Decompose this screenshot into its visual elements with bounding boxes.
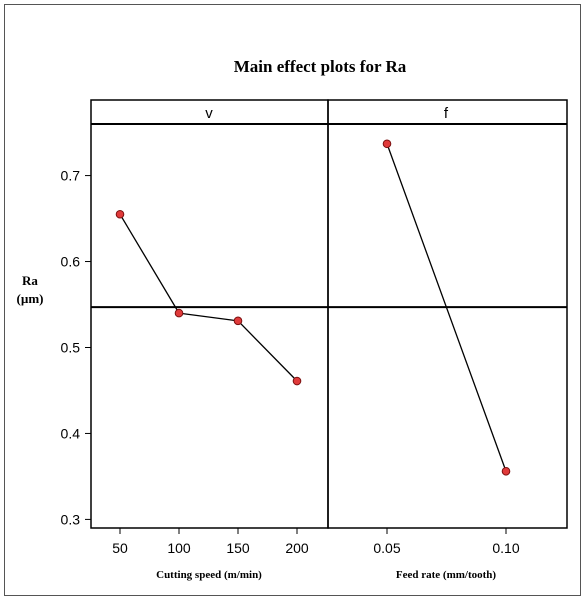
panel-v-x-axis-label: Cutting speed (m/min) <box>156 569 262 581</box>
panel-v-header: v <box>205 105 213 122</box>
series-line-segment <box>237 320 298 382</box>
series-line-segment <box>178 312 239 322</box>
data-point <box>292 376 302 386</box>
panel-v-frame <box>90 99 329 529</box>
data-point <box>233 316 243 326</box>
y-tick-label: 0.5 <box>61 339 81 355</box>
x-tick-label: 0.05 <box>373 540 400 556</box>
panel-f-marks: 0.05 0.10 <box>328 139 567 556</box>
x-tick-label: 150 <box>226 540 250 556</box>
series-line-segment <box>119 213 180 314</box>
x-tick-label: 0.10 <box>492 540 519 556</box>
panel-f-header: f <box>444 105 449 122</box>
y-axis: 0.3 0.4 0.5 0.6 0.7 <box>61 168 91 527</box>
y-tick-label: 0.6 <box>61 254 81 270</box>
chart-title: Main effect plots for Ra <box>234 57 407 76</box>
y-tick-label: 0.7 <box>61 168 81 184</box>
y-axis-label-line-2: (µm) <box>17 291 44 306</box>
x-tick-label: 200 <box>285 540 309 556</box>
chart-frame <box>4 4 581 596</box>
panel-f-frame <box>327 99 568 529</box>
x-tick-label: 50 <box>112 540 128 556</box>
data-point <box>115 209 125 219</box>
data-point <box>501 466 511 476</box>
data-point <box>174 308 184 318</box>
y-tick-label: 0.3 <box>61 511 81 527</box>
y-tick-label: 0.4 <box>61 425 81 441</box>
data-point <box>382 139 392 149</box>
panel-v-marks: 50 100 150 200 <box>91 209 328 556</box>
y-axis-label-line-1: Ra <box>22 273 38 288</box>
x-tick-label: 100 <box>167 540 191 556</box>
panel-f-x-axis-label: Feed rate (mm/tooth) <box>396 569 497 581</box>
series-line-segment <box>386 143 507 472</box>
